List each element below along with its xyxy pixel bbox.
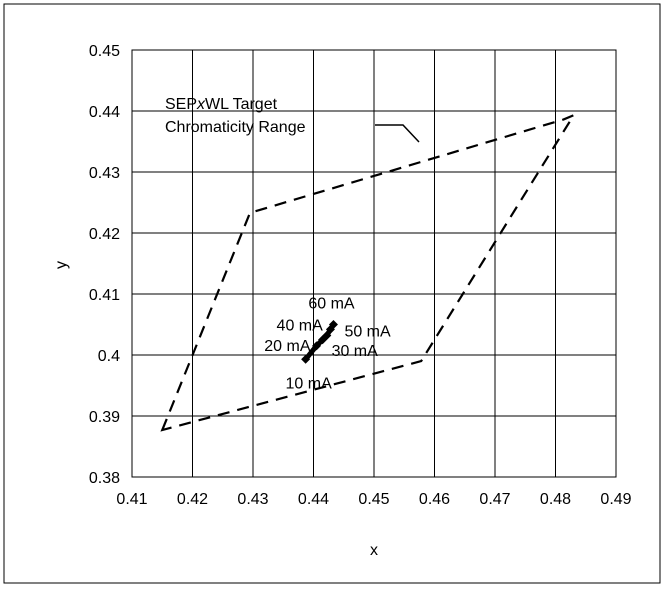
target-region-label-italic: x bbox=[196, 96, 206, 113]
x-tick-label: 0.45 bbox=[358, 491, 389, 508]
target-region-label-prefix: SEP bbox=[165, 96, 197, 113]
y-tick-label: 0.41 bbox=[89, 287, 120, 304]
data-point bbox=[301, 354, 311, 364]
y-tick-label: 0.39 bbox=[89, 409, 120, 426]
y-tick-label: 0.38 bbox=[89, 470, 120, 487]
data-points bbox=[301, 320, 338, 364]
y-tick-label: 0.44 bbox=[89, 104, 120, 121]
y-tick-labels: 0.38 0.39 0.4 0.41 0.42 0.43 0.44 0.45 bbox=[89, 43, 120, 487]
y-tick-label: 0.43 bbox=[89, 165, 120, 182]
x-tick-label: 0.42 bbox=[177, 491, 208, 508]
x-tick-label: 0.46 bbox=[419, 491, 450, 508]
y-tick-label: 0.4 bbox=[98, 348, 120, 365]
x-tick-label: 0.47 bbox=[479, 491, 510, 508]
target-region-outline bbox=[160, 112, 577, 432]
data-point bbox=[312, 341, 322, 351]
data-point-label: 50 mA bbox=[344, 323, 391, 340]
y-tick-label: 0.45 bbox=[89, 43, 120, 60]
target-region-leader-line bbox=[375, 124, 420, 143]
data-point-label: 30 mA bbox=[332, 343, 379, 360]
data-point-labels: 10 mA 20 mA 30 mA 40 mA 50 mA 60 mA bbox=[264, 296, 391, 393]
y-axis-label: y bbox=[53, 261, 70, 269]
y-tick-label: 0.42 bbox=[89, 226, 120, 243]
data-point-label: 40 mA bbox=[277, 317, 324, 334]
x-tick-labels: 0.41 0.42 0.43 0.44 0.45 0.46 0.47 0.48 0.49 bbox=[116, 491, 631, 508]
x-tick-label: 0.49 bbox=[600, 491, 631, 508]
target-region-label-suffix: WL Target bbox=[205, 96, 278, 113]
x-tick-label: 0.41 bbox=[116, 491, 147, 508]
target-region bbox=[160, 112, 577, 432]
target-region-label-line2: Chromaticity Range bbox=[165, 119, 306, 136]
x-tick-label: 0.44 bbox=[298, 491, 329, 508]
data-point bbox=[322, 330, 332, 340]
plot-area-border bbox=[131, 49, 617, 478]
x-axis-label: x bbox=[370, 542, 378, 559]
x-tick-label: 0.43 bbox=[237, 491, 268, 508]
data-point-label: 20 mA bbox=[264, 338, 311, 355]
data-point bbox=[328, 320, 338, 329]
data-point-label: 10 mA bbox=[286, 375, 333, 392]
data-point-label: 60 mA bbox=[308, 296, 355, 313]
target-region-label-line1: SEPxWL Target bbox=[165, 96, 278, 113]
x-tick-label: 0.48 bbox=[540, 491, 571, 508]
